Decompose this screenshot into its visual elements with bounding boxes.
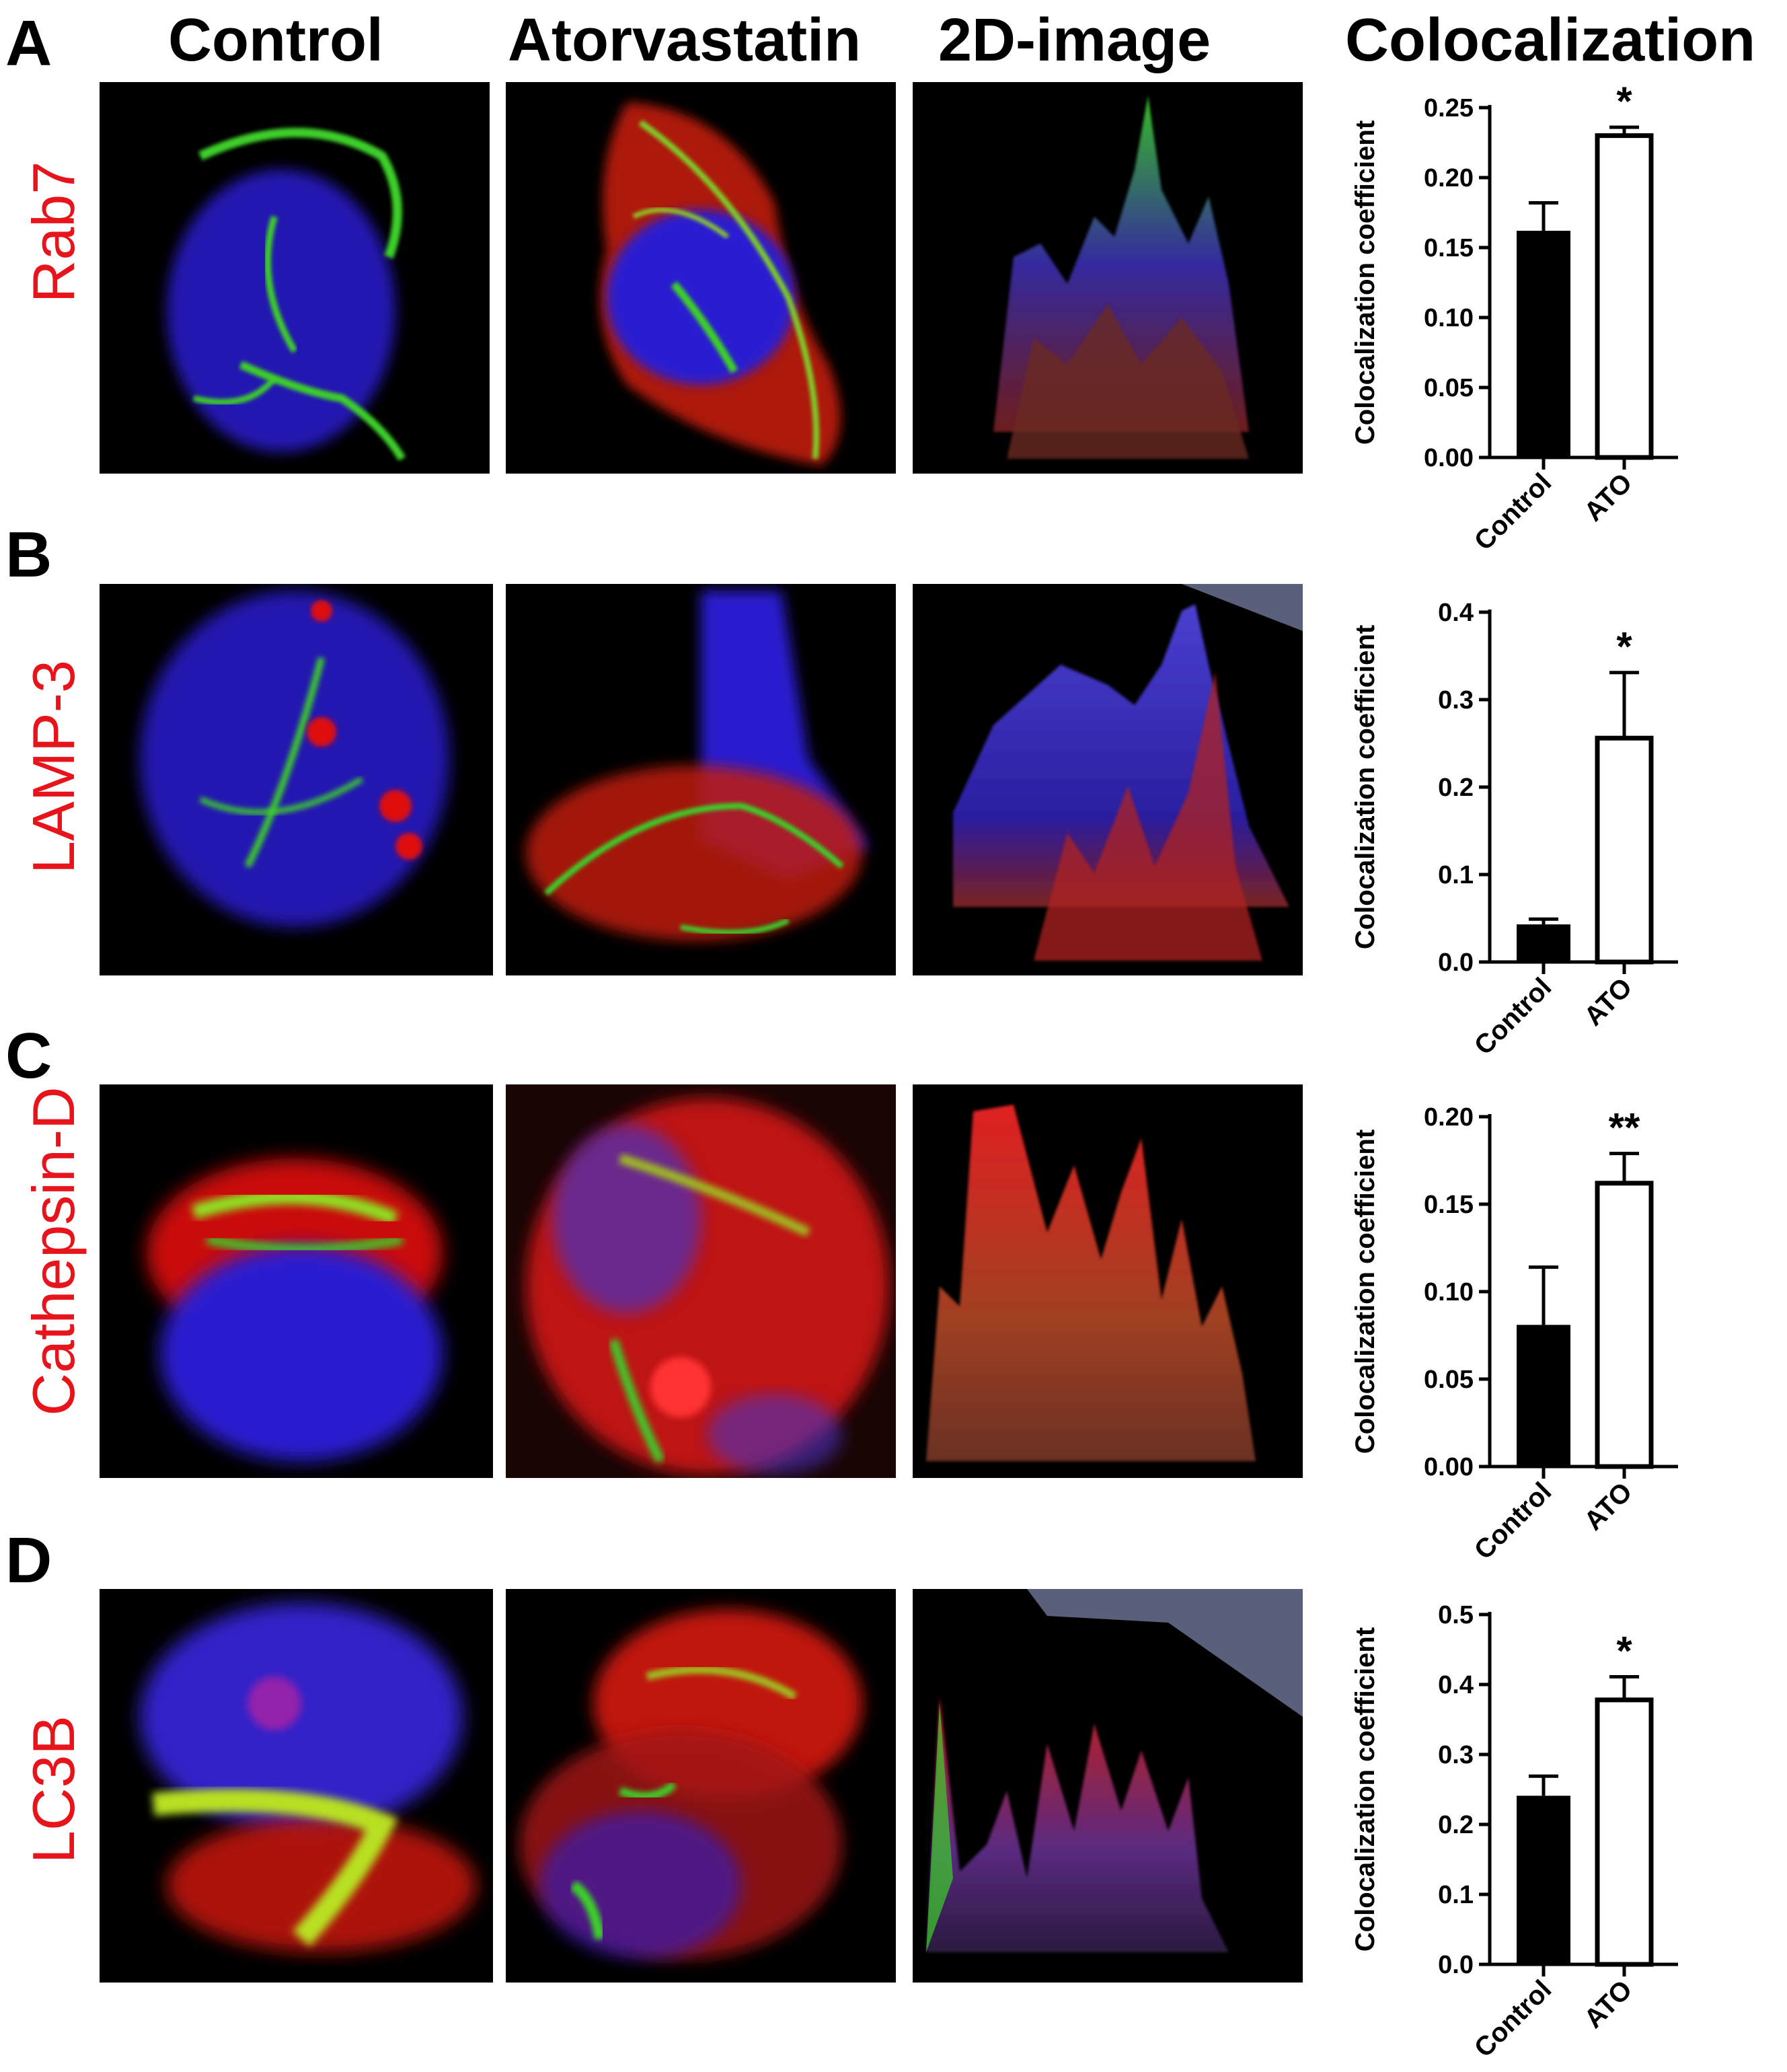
row-label-lamp3: LAMP-3 <box>20 660 87 874</box>
bar-ato <box>1595 735 1654 965</box>
row-label-lc3b: LC3B <box>20 1715 87 1864</box>
x-tick-label: ATO <box>1579 1974 1638 2034</box>
y-tick-label: 0.25 <box>1424 94 1474 122</box>
column-header-colocalization: Colocalization <box>1345 7 1756 74</box>
bar-control <box>1517 231 1570 457</box>
y-tick-label: 0.2 <box>1438 1811 1474 1839</box>
bar-ato <box>1595 1697 1654 1967</box>
x-tick-label: ATO <box>1579 972 1638 1031</box>
chart-svg: Colocalization coefficient 0.00 0.05 0.10 0.… <box>1351 1103 1678 1565</box>
y-tick-label: 0.2 <box>1438 774 1474 802</box>
micrograph-lc3b-atorvastatin <box>506 1589 896 1983</box>
colocalization-chart-lc3b: Colocalization coefficient 0.0 0.1 0.2 0.3 0.… <box>1328 1574 1772 2072</box>
y-tick-label: 0.00 <box>1424 444 1474 472</box>
y-tick-label: 0.3 <box>1438 686 1474 714</box>
y-tick-label: 0.0 <box>1438 949 1474 977</box>
significance-marker: * <box>1616 624 1632 669</box>
x-tick-label: Control <box>1469 972 1558 1061</box>
micrograph-lamp3-atorvastatin <box>506 584 896 975</box>
y-axis-label: Colocalization coefficient <box>1351 1130 1380 1454</box>
column-header-2d-image: 2D-image <box>938 7 1211 74</box>
y-tick-label: 0.4 <box>1438 1671 1474 1699</box>
y-tick-label: 0.20 <box>1424 1103 1474 1132</box>
y-tick-label: 0.05 <box>1424 374 1474 402</box>
y-tick-label: 0.20 <box>1424 164 1474 192</box>
column-header-atorvastatin: Atorvastatin <box>508 7 862 74</box>
y-axis-label: Colocalization coefficient <box>1351 120 1380 445</box>
x-tick-label: Control <box>1469 1477 1558 1565</box>
colocalization-chart-rab7: Colocalization coefficient 0.00 0.05 0.10 0.… <box>1328 67 1772 565</box>
y-tick-label: 0.0 <box>1438 1951 1474 1979</box>
chart-svg: Colocalization coefficient 0.0 0.1 0.2 0.3 0.… <box>1351 1601 1678 2063</box>
row-label-cathepsin-d: Cathepsin-D <box>20 1086 87 1416</box>
x-tick-label: ATO <box>1579 468 1638 527</box>
bar-control <box>1517 924 1570 962</box>
significance-marker: ** <box>1609 1105 1640 1150</box>
column-header-control: Control <box>168 7 383 74</box>
y-tick-label: 0.1 <box>1438 861 1474 889</box>
surface-plot-lamp3 <box>913 584 1303 975</box>
chart-svg: Colocalization coefficient 0.0 0.1 0.2 0.3 0.… <box>1351 599 1678 1061</box>
micrograph-rab7-atorvastatin <box>506 82 896 474</box>
bar-ato <box>1595 1181 1654 1469</box>
micrograph-rab7-control <box>100 82 490 474</box>
y-tick-label: 0.15 <box>1424 1191 1474 1219</box>
bar-control <box>1517 1325 1570 1467</box>
x-tick-label: Control <box>1469 468 1558 556</box>
y-tick-label: 0.5 <box>1438 1601 1474 1629</box>
y-tick-label: 0.1 <box>1438 1881 1474 1909</box>
row-label-rab7: Rab7 <box>20 161 87 303</box>
y-tick-label: 0.3 <box>1438 1741 1474 1769</box>
bar-ato <box>1595 133 1654 460</box>
colocalization-chart-lamp3: Colocalization coefficient 0.0 0.1 0.2 0.3 0.… <box>1328 572 1772 1070</box>
micrograph-cathepsin-d-control <box>100 1084 493 1478</box>
y-axis-label: Colocalization coefficient <box>1351 625 1380 949</box>
surface-plot-rab7 <box>913 82 1303 474</box>
y-tick-label: 0.10 <box>1424 1278 1474 1306</box>
panel-letter-d: D <box>5 1524 52 1596</box>
x-tick-label: Control <box>1469 1974 1558 2063</box>
y-axis-label: Colocalization coefficient <box>1351 1627 1380 1952</box>
y-tick-label: 0.00 <box>1424 1453 1474 1481</box>
surface-plot-lc3b <box>913 1589 1303 1983</box>
chart-svg: Colocalization coefficient 0.00 0.05 0.10 0.… <box>1351 79 1678 556</box>
colocalization-chart-cathepsin-d: Colocalization coefficient 0.00 0.05 0.10 0.… <box>1328 1076 1772 1574</box>
panel-letter-a: A <box>5 7 52 79</box>
y-tick-label: 0.15 <box>1424 234 1474 262</box>
panel-letter-c: C <box>5 1020 52 1092</box>
micrograph-lamp3-control <box>100 584 493 975</box>
significance-marker: * <box>1616 1629 1632 1674</box>
panel-letter-b: B <box>5 519 52 591</box>
significance-marker: * <box>1616 79 1632 124</box>
bar-control <box>1517 1796 1570 1964</box>
y-tick-label: 0.10 <box>1424 304 1474 332</box>
micrograph-cathepsin-d-atorvastatin <box>506 1084 896 1478</box>
micrograph-lc3b-control <box>100 1589 493 1983</box>
x-tick-label: ATO <box>1579 1477 1638 1536</box>
y-tick-label: 0.4 <box>1438 599 1474 627</box>
surface-plot-cathepsin-d <box>913 1084 1303 1478</box>
y-tick-label: 0.05 <box>1424 1366 1474 1394</box>
